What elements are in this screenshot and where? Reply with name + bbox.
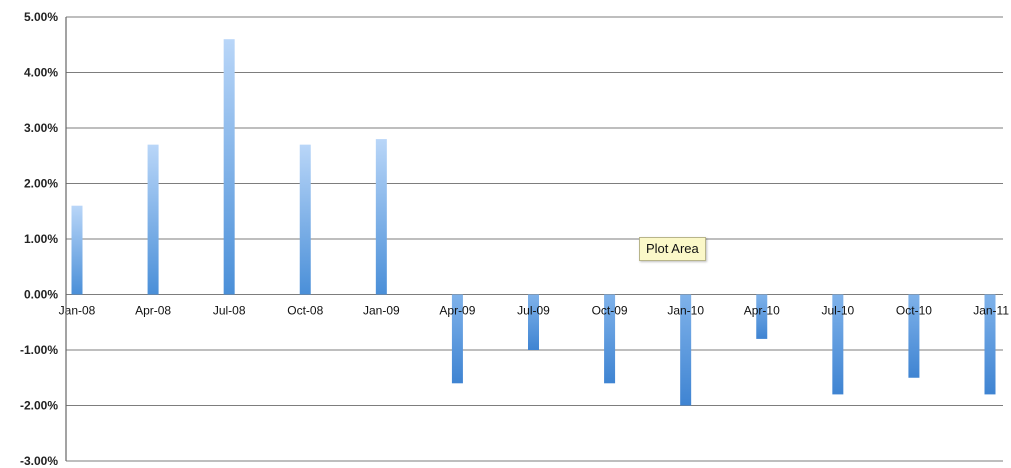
bar-jul-08 <box>223 39 235 295</box>
x-axis-ticks: Jan-08 Apr-08 Jul-08 Oct-08 Jan-09 Apr-09 Jul-… <box>59 304 1010 318</box>
y-tick-label: -3.00% <box>20 454 58 468</box>
x-tick-label: Jan-11 <box>973 304 1009 318</box>
x-tick-label: Apr-09 <box>439 304 475 318</box>
y-tick-label: 1.00% <box>24 232 58 246</box>
x-tick-label: Oct-08 <box>287 304 323 318</box>
plot-area-tooltip: Plot Area <box>639 237 706 261</box>
bar-apr-08 <box>147 144 159 295</box>
bar-apr-10 <box>756 294 768 339</box>
y-tick-label: -2.00% <box>20 399 58 413</box>
bar-jul-10 <box>832 294 844 395</box>
x-tick-label: Apr-10 <box>744 304 780 318</box>
x-tick-label: Oct-10 <box>896 304 932 318</box>
x-tick-label: Jan-09 <box>363 304 400 318</box>
y-tick-label: 5.00% <box>24 10 58 24</box>
bar-jan-10 <box>680 294 692 406</box>
y-tick-label: 3.00% <box>24 121 58 135</box>
y-tick-label: 0.00% <box>24 288 58 302</box>
bar-apr-09 <box>451 294 463 384</box>
y-axis-ticks: 5.00% 4.00% 3.00% 2.00% 1.00% 0.00% -1.00% -2.0… <box>20 10 58 468</box>
x-tick-label: Jul-09 <box>517 304 550 318</box>
bar-jan-11 <box>984 294 996 395</box>
bar-jul-09 <box>528 294 539 350</box>
x-tick-label: Jan-10 <box>667 304 704 318</box>
x-tick-label: Jul-08 <box>213 304 246 318</box>
x-tick-label: Oct-09 <box>592 304 628 318</box>
x-tick-label: Jul-10 <box>821 304 854 318</box>
bar-jan-09 <box>375 139 387 295</box>
gridlines <box>66 16 1003 462</box>
bar-jan-08 <box>71 205 83 295</box>
x-tick-label: Apr-08 <box>135 304 171 318</box>
x-tick-label: Jan-08 <box>59 304 96 318</box>
y-tick-label: 4.00% <box>24 66 58 80</box>
y-tick-label: 2.00% <box>24 177 58 191</box>
bar-oct-08 <box>299 144 311 295</box>
bar-oct-09 <box>604 294 616 384</box>
bar-oct-10 <box>908 294 920 378</box>
bars <box>71 39 996 406</box>
y-tick-label: -1.00% <box>20 343 58 357</box>
